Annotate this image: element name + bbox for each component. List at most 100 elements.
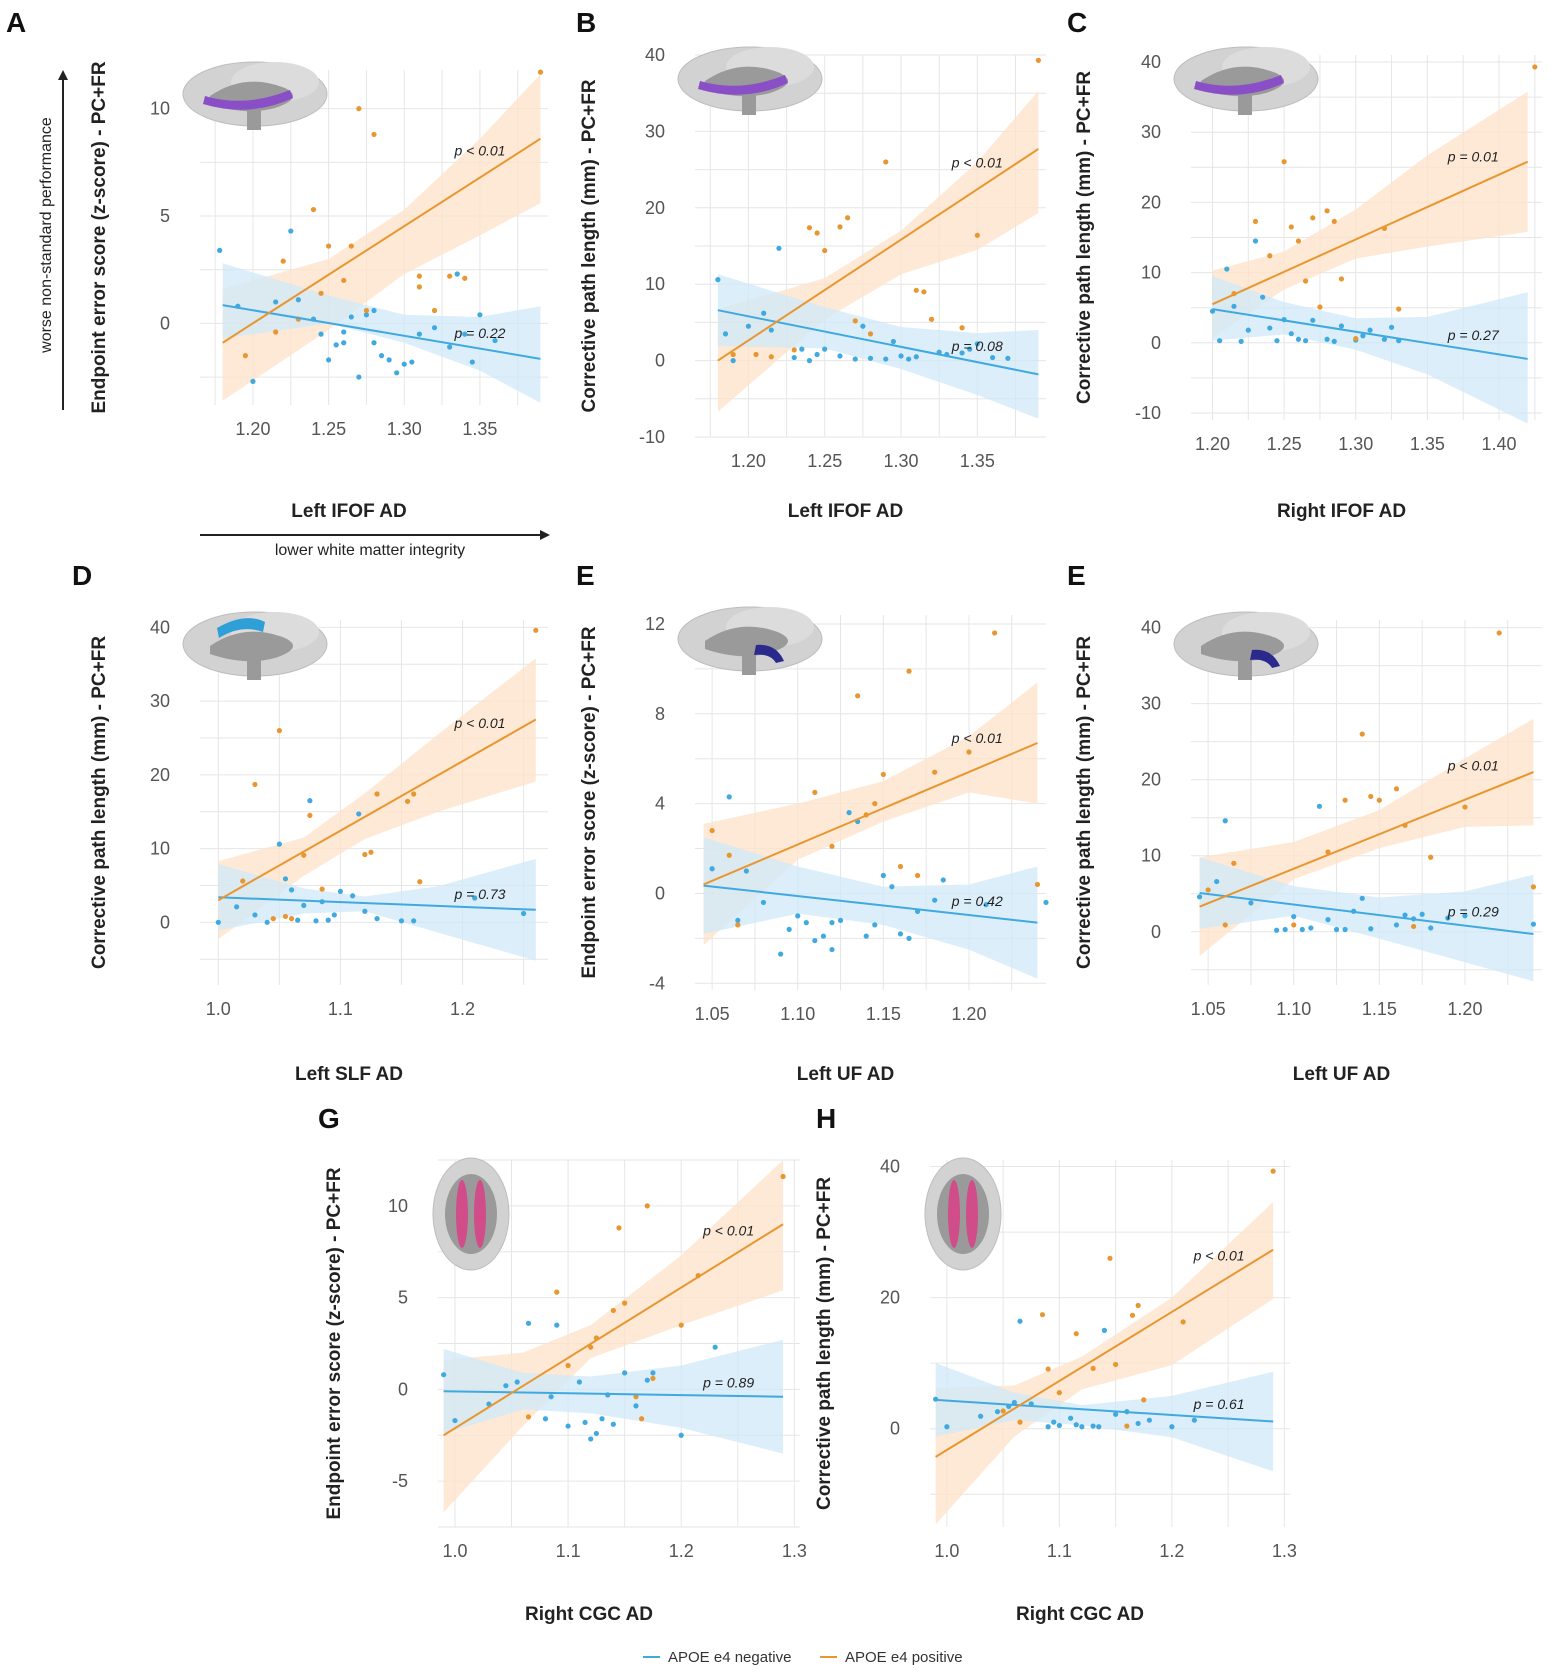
positive-data-point	[622, 1300, 628, 1306]
negative-data-point	[745, 323, 752, 329]
positive-data-point	[753, 351, 759, 358]
white-matter-tract-icon	[698, 75, 788, 95]
positive-confidence-band	[218, 658, 536, 940]
positive-data-point	[855, 693, 861, 699]
panel-label: C	[1067, 7, 1087, 38]
negative-data-point	[940, 877, 946, 883]
panel-a-chart: p < 0.01 p = 0.22 1.20 1.25 1.30 1.35 0 5 10 Endp…	[6, 7, 548, 522]
positive-p-value: p < 0.01	[453, 142, 505, 158]
negative-data-point	[1068, 1415, 1074, 1421]
positive-data-point	[356, 106, 362, 112]
y-tick-label: -5	[392, 1471, 408, 1491]
positive-data-point	[730, 351, 736, 358]
x-tick-label: 1.05	[695, 1004, 730, 1024]
brain-stem	[742, 649, 756, 675]
x-tick-label: 1.30	[883, 451, 918, 471]
negative-data-point	[307, 798, 313, 804]
positive-data-point	[319, 886, 325, 892]
negative-data-point	[234, 904, 240, 910]
positive-data-point	[1124, 1423, 1130, 1429]
x-tick-label: 1.20	[1195, 434, 1230, 454]
positive-regression-line	[1212, 160, 1529, 306]
positive-data-point	[639, 1416, 645, 1422]
negative-data-point	[514, 1379, 520, 1385]
axial-brain-icon	[432, 1157, 510, 1271]
negative-data-point	[1011, 1399, 1017, 1406]
negative-data-point	[1310, 317, 1316, 323]
positive-data-point	[1393, 786, 1400, 792]
negative-p-value: p = 0.61	[1193, 1396, 1245, 1412]
negative-data-point	[416, 331, 422, 337]
negative-data-point	[1135, 1420, 1141, 1427]
sagittal-brain-icon	[1173, 46, 1319, 115]
negative-data-point	[1043, 899, 1049, 906]
positive-data-point	[880, 771, 886, 778]
positive-data-point	[1338, 276, 1345, 282]
y-tick-label: 40	[645, 45, 665, 65]
y-tick-label: 12	[645, 614, 665, 634]
brain-stem	[247, 104, 261, 130]
positive-data-point	[341, 277, 347, 284]
positive-data-point	[417, 879, 423, 885]
negative-data-point	[633, 1403, 639, 1409]
negative-data-point	[356, 811, 362, 817]
negative-p-value: p = 0.08	[951, 338, 1003, 354]
brain-stem	[742, 89, 756, 115]
sagittal-brain-icon	[182, 61, 328, 130]
positive-data-point	[1496, 630, 1502, 636]
negative-data-point	[215, 919, 221, 925]
y-direction-label: worse non-standard performance	[38, 117, 55, 354]
x-tick-label: 1.15	[866, 1004, 901, 1024]
negative-data-point	[1267, 325, 1273, 331]
positive-data-point	[1107, 1255, 1113, 1261]
positive-p-value: p < 0.01	[453, 715, 505, 731]
negative-data-point	[337, 888, 344, 894]
positive-data-point	[1462, 804, 1468, 810]
positive-data-point	[837, 224, 843, 230]
y-axis-label: Corrective path length (mm) - PC+FR	[579, 79, 600, 412]
positive-data-point	[1035, 57, 1041, 63]
negative-data-point	[276, 841, 282, 847]
cingulum-right-icon	[966, 1180, 978, 1248]
negative-data-point	[650, 1370, 656, 1376]
sagittal-brain-icon	[182, 611, 328, 680]
negative-data-point	[1419, 911, 1425, 917]
brain-stem	[1238, 89, 1252, 115]
panels: p < 0.01p = 0.221.20 1.25 1.30 1.350510Endp…	[6, 7, 1542, 1625]
x-axis-label: Left UF AD	[797, 1064, 894, 1085]
negative-data-point	[978, 1413, 984, 1419]
positive-regression-line	[217, 718, 537, 902]
negative-data-point	[761, 310, 767, 316]
negative-data-point	[525, 1320, 532, 1326]
negative-data-point	[786, 926, 792, 932]
positive-data-point	[1359, 731, 1365, 737]
negative-data-point	[722, 331, 729, 337]
positive-data-point	[1073, 1331, 1079, 1337]
negative-regression-line	[218, 896, 536, 911]
negative-p-value: p = 0.73	[453, 886, 505, 902]
negative-data-point	[1079, 1424, 1085, 1430]
negative-p-value: p = 0.22	[453, 325, 505, 341]
brain-stem	[247, 654, 261, 680]
positive-data-point	[974, 232, 980, 238]
y-tick-label: 10	[1141, 263, 1161, 283]
negative-data-point	[1428, 925, 1434, 931]
x-tick-label: 1.20	[731, 451, 766, 471]
negative-data-point	[371, 307, 377, 314]
negative-data-point	[288, 887, 295, 893]
positive-p-value: p < 0.01	[951, 155, 1003, 171]
y-axis-label: Corrective path length (mm) - PC+FR	[89, 636, 110, 969]
negative-regression-line	[703, 884, 1038, 924]
positive-data-point	[588, 1344, 594, 1350]
x-tick-label: 1.2	[450, 999, 475, 1019]
positive-data-point	[1039, 1312, 1046, 1318]
positive-data-point	[537, 69, 544, 75]
negative-confidence-band	[1212, 276, 1528, 424]
positive-data-point	[1267, 253, 1273, 259]
sagittal-brain-icon	[677, 606, 823, 675]
x-tick-label: 1.0	[442, 1541, 467, 1561]
negative-data-point	[872, 922, 878, 928]
negative-data-point	[1288, 331, 1294, 337]
negative-data-point	[1295, 336, 1302, 342]
negative-data-point	[1388, 324, 1395, 330]
